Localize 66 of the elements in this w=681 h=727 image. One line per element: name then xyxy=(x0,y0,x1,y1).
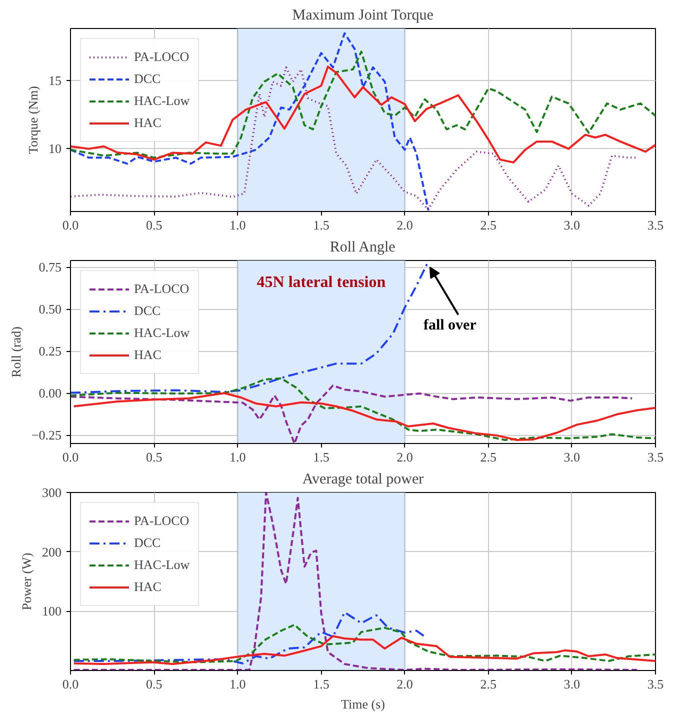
y-axis-title: Torque (Nm) xyxy=(26,86,40,154)
legend-label: HAC xyxy=(134,347,162,363)
legend-label: DCC xyxy=(134,71,161,87)
line-series xyxy=(70,377,656,441)
x-tick-label: 0.0 xyxy=(62,676,79,692)
x-tick-label: 0.5 xyxy=(146,450,162,464)
x-tick-label: 3.0 xyxy=(564,676,580,692)
y-tick-label: 0.50 xyxy=(38,302,62,317)
y-axis-title: Roll (rad) xyxy=(8,326,24,378)
x-tick-label: 2.5 xyxy=(480,450,496,464)
line-series xyxy=(72,392,656,441)
legend-label: PA-LOCO xyxy=(134,281,190,297)
x-tick-label: 3.5 xyxy=(647,450,664,464)
y-tick-label: 0.75 xyxy=(38,260,62,275)
y-tick-label: 0.00 xyxy=(38,386,62,401)
line-series xyxy=(72,611,426,664)
x-tick-label: 3.0 xyxy=(564,450,580,464)
x-tick-label: 3.0 xyxy=(564,218,580,232)
y-tick-label: 200 xyxy=(42,544,62,560)
x-tick-label: 2.5 xyxy=(480,218,496,232)
y-tick-label: 15 xyxy=(48,72,62,88)
line-series xyxy=(70,32,430,211)
y-tick-label: −0.25 xyxy=(31,428,62,443)
chart-title: Roll Angle xyxy=(330,240,396,256)
y-tick-label: 100 xyxy=(42,604,62,619)
legend-label: HAC xyxy=(134,115,162,131)
x-tick-label: 0.5 xyxy=(146,218,162,232)
legend-label: PA-LOCO xyxy=(134,49,190,65)
x-tick-label: 3.5 xyxy=(647,218,664,232)
annotation: fall over xyxy=(423,318,477,334)
line-series xyxy=(70,66,638,211)
x-tick-label: 1.0 xyxy=(230,676,246,692)
x-tick-label: 3.5 xyxy=(647,676,664,692)
line-series xyxy=(72,492,638,670)
line-series xyxy=(70,66,656,164)
annotation: 45N lateral tension xyxy=(256,274,386,291)
x-tick-label: 1.5 xyxy=(313,450,330,464)
line-series xyxy=(70,384,634,444)
y-tick-label: 10 xyxy=(48,140,62,156)
x-tick-label: 2.0 xyxy=(396,676,413,692)
legend-label: HAC-Low xyxy=(134,325,190,341)
x-axis-title: Time (s) xyxy=(341,696,385,712)
x-tick-label: 2.5 xyxy=(480,676,496,692)
x-tick-label: 1.0 xyxy=(230,218,246,232)
y-axis-title: Power (W) xyxy=(19,552,34,610)
x-tick-label: 0.0 xyxy=(62,218,79,232)
x-tick-label: 0.0 xyxy=(62,450,79,464)
x-tick-label: 2.0 xyxy=(396,450,413,464)
legend-label: HAC xyxy=(134,579,162,595)
line-series xyxy=(72,635,656,665)
x-tick-label: 1.0 xyxy=(230,450,246,464)
legend-label: DCC xyxy=(134,303,161,319)
line-series xyxy=(72,624,656,664)
chart-title: Maximum Joint Torque xyxy=(292,8,434,24)
y-tick-label: 300 xyxy=(42,485,62,500)
line-series xyxy=(70,50,656,159)
y-tick-label: 0.25 xyxy=(38,344,62,359)
legend-label: HAC-Low xyxy=(134,93,190,109)
legend-label: PA-LOCO xyxy=(134,513,190,529)
x-tick-label: 2.0 xyxy=(396,218,413,232)
legend-label: DCC xyxy=(134,535,161,551)
x-tick-label: 1.5 xyxy=(313,218,330,232)
legend-label: HAC-Low xyxy=(134,557,190,573)
x-tick-label: 0.5 xyxy=(146,676,162,692)
chart-title: Average total power xyxy=(302,472,424,488)
x-tick-label: 1.5 xyxy=(313,676,330,692)
